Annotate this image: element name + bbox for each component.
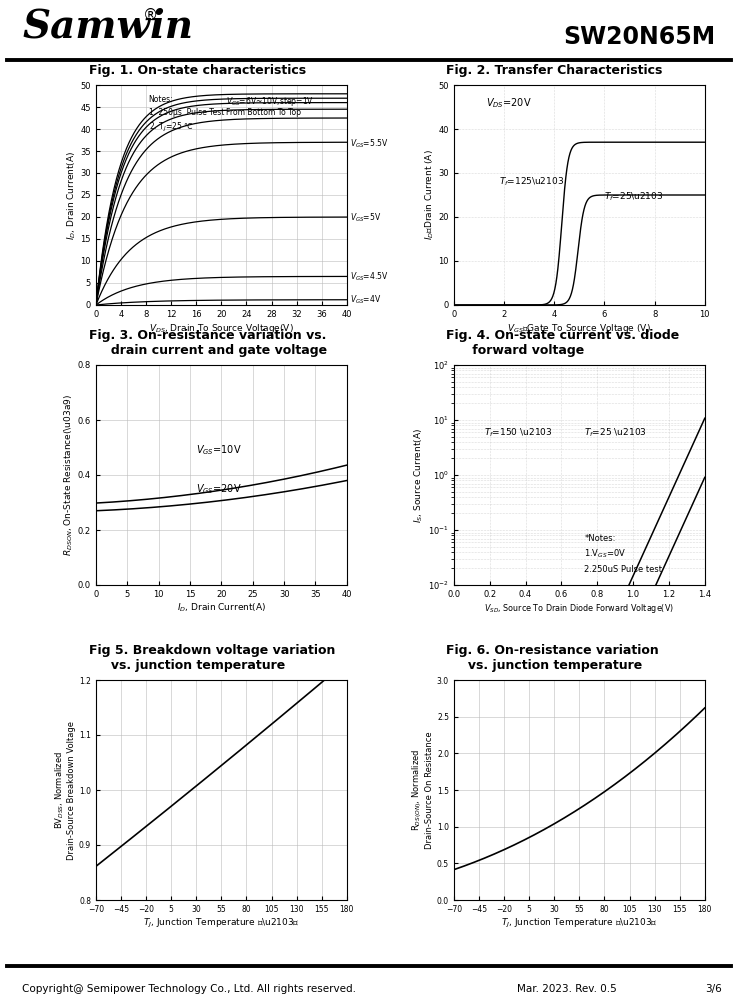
Y-axis label: $R_{DSON}$, On-State Resistance(\u03a9): $R_{DSON}$, On-State Resistance(\u03a9) <box>63 394 75 556</box>
Text: Fig. 4. On-state current vs. diode
      forward voltage: Fig. 4. On-state current vs. diode forwa… <box>446 329 680 357</box>
Text: $T_f$=125\u2103: $T_f$=125\u2103 <box>499 175 564 188</box>
Text: Fig. 3. On-resistance variation vs.
     drain current and gate voltage: Fig. 3. On-resistance variation vs. drai… <box>89 329 327 357</box>
Y-axis label: $I_D$, Drain Current(A): $I_D$, Drain Current(A) <box>65 150 77 240</box>
Text: $V_{GS}$=6V~10V,step=1V: $V_{GS}$=6V~10V,step=1V <box>227 95 314 108</box>
Text: Notes:: Notes: <box>148 95 173 104</box>
Y-axis label: R$_{DS(ON)}$, Normalized
Drain-Source On Resistance: R$_{DS(ON)}$, Normalized Drain-Source On… <box>410 731 434 849</box>
Text: $V_{GS}$=20V: $V_{GS}$=20V <box>196 483 242 496</box>
Y-axis label: $I_D$，Drain Current (A): $I_D$，Drain Current (A) <box>423 150 435 240</box>
X-axis label: $V_{SD}$, Source To Drain Diode Forward Voltage(V): $V_{SD}$, Source To Drain Diode Forward … <box>484 602 675 615</box>
Y-axis label: BV$_{DSS}$, Normalized
Drain-Source Breakdown Voltage: BV$_{DSS}$, Normalized Drain-Source Brea… <box>53 720 76 859</box>
Text: $V_{GS}$=5V: $V_{GS}$=5V <box>350 212 382 224</box>
Text: $V_{DS}$=20V: $V_{DS}$=20V <box>486 96 532 110</box>
Text: 1. 250μs  Pulse Test: 1. 250μs Pulse Test <box>148 108 224 117</box>
Text: $V_{GS}$=10V: $V_{GS}$=10V <box>196 443 242 457</box>
Y-axis label: $I_S$, Source Current(A): $I_S$, Source Current(A) <box>413 427 425 523</box>
Text: Fig. 2. Transfer Characteristics: Fig. 2. Transfer Characteristics <box>446 64 663 77</box>
Text: Fig. 6. On-resistance variation
     vs. junction temperature: Fig. 6. On-resistance variation vs. junc… <box>446 644 659 672</box>
X-axis label: $V_{DS}$, Drain To Source Voltage(V): $V_{DS}$, Drain To Source Voltage(V) <box>149 322 294 335</box>
Text: $V_{GS}$=4.5V: $V_{GS}$=4.5V <box>350 270 389 283</box>
X-axis label: $T_J$, Junction Temperature （\u2103）: $T_J$, Junction Temperature （\u2103） <box>501 917 658 930</box>
Text: ®: ® <box>142 8 158 23</box>
Text: *Notes:: *Notes: <box>584 534 615 543</box>
Text: 3/6: 3/6 <box>705 984 722 994</box>
Text: $T_f$=25\u2103: $T_f$=25\u2103 <box>604 190 663 203</box>
Text: 1.V$_{GS}$=0V: 1.V$_{GS}$=0V <box>584 547 627 560</box>
X-axis label: $T_J$, Junction Temperature （\u2103）: $T_J$, Junction Temperature （\u2103） <box>143 917 300 930</box>
Text: $T_f$=25 \u2103: $T_f$=25 \u2103 <box>584 426 647 439</box>
Text: 2.250uS Pulse test: 2.250uS Pulse test <box>584 565 662 574</box>
Text: SW20N65M: SW20N65M <box>564 25 716 49</box>
X-axis label: $I_D$, Drain Current(A): $I_D$, Drain Current(A) <box>177 602 266 614</box>
Text: Copyright@ Semipower Technology Co., Ltd. All rights reserved.: Copyright@ Semipower Technology Co., Ltd… <box>22 984 356 994</box>
Text: From Bottom To Top: From Bottom To Top <box>227 108 301 117</box>
Text: Mar. 2023. Rev. 0.5: Mar. 2023. Rev. 0.5 <box>517 984 616 994</box>
Text: $V_{GS}$=5.5V: $V_{GS}$=5.5V <box>350 138 389 150</box>
Text: Fig. 1. On-state characteristics: Fig. 1. On-state characteristics <box>89 64 306 77</box>
Text: $T_f$=150 \u2103: $T_f$=150 \u2103 <box>484 426 553 439</box>
Text: Fig 5. Breakdown voltage variation
     vs. junction temperature: Fig 5. Breakdown voltage variation vs. j… <box>89 644 335 672</box>
Text: $V_{GS}$=4V: $V_{GS}$=4V <box>350 294 382 306</box>
X-axis label: $V_{GS}$，Gate To Source Voltage (V): $V_{GS}$，Gate To Source Voltage (V) <box>508 322 651 335</box>
Text: 2. T$_J$=25 ℃: 2. T$_J$=25 ℃ <box>148 121 193 134</box>
Text: Samwin: Samwin <box>22 8 193 46</box>
